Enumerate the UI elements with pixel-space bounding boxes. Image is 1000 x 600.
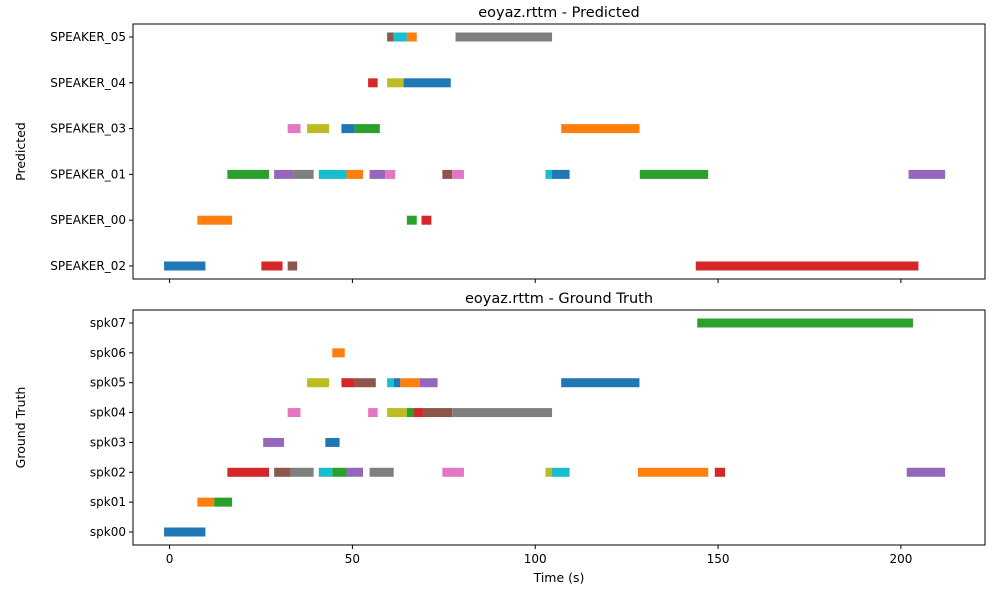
segment-spk02 [637, 467, 709, 477]
plot-frame [132, 23, 986, 280]
segment-spk04 [422, 408, 453, 418]
segment-speaker-01 [346, 169, 364, 179]
segment-speaker-00 [197, 215, 233, 225]
segment-spk02 [906, 467, 946, 477]
segment-spk02 [442, 467, 464, 477]
y-tick-label: SPEAKER_00 [50, 213, 126, 227]
segment-spk07 [697, 318, 913, 328]
y-tick-label: SPEAKER_01 [50, 167, 126, 181]
segment-speaker-02 [695, 261, 919, 271]
x-tick-label: 150 [707, 552, 730, 566]
segment-spk05 [354, 378, 376, 388]
segment-spk02 [318, 467, 333, 477]
segment-speaker-03 [354, 124, 380, 134]
segment-spk05 [561, 378, 640, 388]
y-tick-label: spk07 [90, 316, 126, 330]
segment-speaker-04 [387, 78, 404, 88]
segment-speaker-01 [318, 169, 347, 179]
y-tick-label: SPEAKER_04 [50, 76, 126, 90]
segment-spk04 [406, 408, 414, 418]
segment-spk04 [387, 408, 407, 418]
y-tick-label: SPEAKER_03 [50, 122, 126, 136]
segment-spk05 [400, 378, 420, 388]
segment-speaker-05 [393, 32, 407, 42]
segment-speaker-01 [639, 169, 709, 179]
segment-speaker-05 [455, 32, 553, 42]
segment-speaker-01 [452, 169, 464, 179]
y-tick-label: spk05 [90, 376, 126, 390]
y-tick-label: spk01 [90, 495, 126, 509]
segment-spk05 [341, 378, 355, 388]
y-axis-label: Predicted [13, 122, 28, 181]
segment-speaker-03 [307, 124, 329, 134]
y-tick-label: spk02 [90, 465, 126, 479]
segment-spk04 [368, 408, 378, 418]
segment-spk04 [287, 408, 301, 418]
segment-spk02 [369, 467, 394, 477]
plot-frame [132, 309, 986, 546]
segment-speaker-01 [227, 169, 270, 179]
segment-spk03 [325, 437, 340, 447]
segment-spk02 [545, 467, 553, 477]
y-tick-label: spk04 [90, 406, 126, 420]
predicted-panel: SPEAKER_02 SPEAKER_00 SPEAKER_01 SPEAKER_03… [13, 5, 986, 283]
y-tick-label: SPEAKER_02 [50, 259, 126, 273]
segment-spk02 [290, 467, 314, 477]
segment-spk04 [452, 408, 553, 418]
segment-speaker-00 [421, 215, 432, 225]
segment-spk05 [393, 378, 401, 388]
segment-speaker-05 [406, 32, 417, 42]
segment-spk00 [164, 527, 206, 537]
segment-speaker-02 [287, 261, 298, 271]
segment-speaker-02 [164, 261, 206, 271]
segment-spk02 [714, 467, 726, 477]
ground-truth-panel: spk00 spk01 spk02 spk03 spk04 spk05 spk06 spk07… [13, 291, 986, 585]
segment-speaker-01 [385, 169, 396, 179]
segment-speaker-01 [274, 169, 294, 179]
segment-speaker-03 [561, 124, 640, 134]
segment-spk05 [419, 378, 438, 388]
segment-spk02 [346, 467, 364, 477]
segment-speaker-03 [287, 124, 301, 134]
x-tick-label: 0 [166, 552, 174, 566]
y-tick-label: SPEAKER_05 [50, 30, 126, 44]
segment-spk05 [387, 378, 394, 388]
segment-spk01 [197, 497, 215, 507]
segment-spk02 [332, 467, 347, 477]
y-tick-label: spk00 [90, 525, 126, 539]
y-axis-label: Ground Truth [13, 387, 28, 469]
segment-speaker-01 [442, 169, 453, 179]
y-tick-label: spk03 [90, 435, 126, 449]
x-tick-label: 100 [524, 552, 547, 566]
segment-speaker-01 [293, 169, 314, 179]
segment-speaker-01 [369, 169, 386, 179]
segment-speaker-01 [908, 169, 946, 179]
chart-title: eoyaz.rttm - Predicted [478, 5, 639, 21]
segment-speaker-05 [387, 32, 394, 42]
y-tick-label: spk06 [90, 346, 126, 360]
chart-title: eoyaz.rttm - Ground Truth [465, 291, 653, 307]
segment-speaker-01 [552, 169, 570, 179]
segment-spk03 [263, 437, 285, 447]
segment-spk01 [214, 497, 233, 507]
segment-spk04 [413, 408, 423, 418]
segment-spk05 [307, 378, 329, 388]
segment-speaker-04 [368, 78, 378, 88]
segment-spk02 [274, 467, 291, 477]
segment-speaker-04 [403, 78, 451, 88]
x-tick-label: 200 [889, 552, 912, 566]
segment-speaker-02 [261, 261, 283, 271]
segment-spk02 [227, 467, 270, 477]
segment-speaker-00 [406, 215, 417, 225]
segment-speaker-03 [341, 124, 355, 134]
segment-spk06 [332, 348, 345, 358]
x-axis-label: Time (s) [533, 570, 585, 585]
segment-spk02 [552, 467, 570, 477]
x-tick-label: 50 [345, 552, 360, 566]
segment-speaker-01 [545, 169, 553, 179]
